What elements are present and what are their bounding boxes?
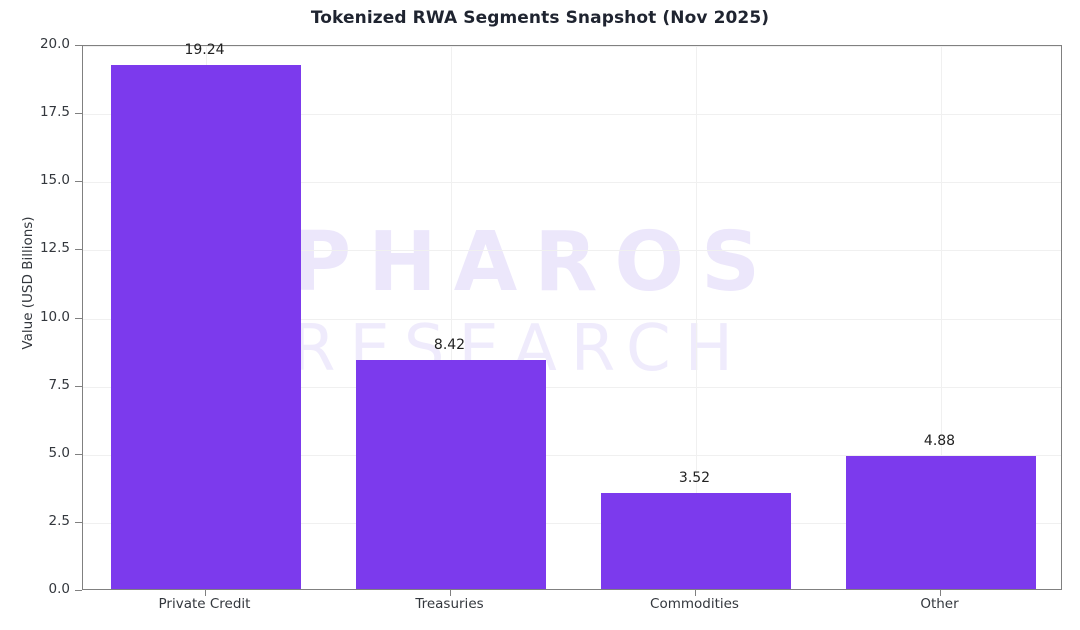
gridline-vertical	[695, 46, 697, 589]
y-tick-mark	[75, 521, 82, 523]
bar[interactable]	[110, 64, 301, 589]
y-tick-label: 0.0	[48, 581, 70, 597]
y-tick-label: 7.5	[48, 376, 70, 393]
x-tick-label: Commodities	[650, 596, 739, 612]
y-tick-label: 5.0	[48, 444, 70, 461]
gridline-vertical	[940, 46, 942, 589]
y-tick-mark	[75, 181, 82, 183]
x-tick-mark	[204, 590, 206, 596]
y-tick-label: 10.0	[39, 308, 70, 325]
x-tick-mark	[939, 590, 941, 596]
y-tick-mark	[75, 453, 82, 455]
y-tick-label: 20.0	[39, 36, 70, 52]
plot-area: PHAROS RESEARCH	[82, 45, 1062, 590]
y-axis-ticks: 0.0 2.5 5.0 7.5 10.0 12.5 15.0 17.5 20.0	[0, 0, 82, 630]
bar[interactable]	[600, 493, 791, 589]
bar-value-label: 19.24	[184, 41, 225, 58]
gridline-horizontal	[83, 454, 1061, 456]
x-tick-mark	[449, 590, 451, 596]
gridline-horizontal	[83, 318, 1061, 320]
y-tick-mark	[75, 249, 82, 251]
bar-value-label: 8.42	[433, 336, 466, 353]
bar-value-label: 3.52	[678, 470, 711, 487]
x-tick-label: Treasuries	[415, 596, 484, 612]
gridline-horizontal	[83, 386, 1061, 388]
gridline-horizontal	[83, 182, 1061, 184]
bar[interactable]	[845, 456, 1036, 589]
gridline-horizontal	[83, 522, 1061, 524]
y-tick-label: 15.0	[39, 172, 70, 189]
y-tick-mark	[75, 385, 82, 387]
y-tick-label: 2.5	[48, 512, 70, 529]
x-tick-label: Private Credit	[158, 596, 251, 612]
gridline-horizontal	[83, 46, 1061, 47]
y-tick-label: 17.5	[39, 104, 70, 121]
bar-value-label: 4.88	[923, 433, 956, 450]
bar[interactable]	[355, 359, 546, 589]
watermark-line-1: PHAROS	[291, 215, 778, 310]
chart-title: Tokenized RWA Segments Snapshot (Nov 202…	[310, 8, 770, 28]
y-tick-mark	[75, 317, 82, 319]
gridline-vertical	[450, 46, 452, 589]
y-tick-mark	[75, 113, 82, 115]
gridline-horizontal	[83, 250, 1061, 252]
y-tick-mark	[75, 45, 82, 46]
x-tick-label: Other	[920, 596, 959, 612]
gridline-horizontal	[83, 114, 1061, 116]
y-tick-label: 12.5	[39, 240, 70, 257]
y-tick-mark	[75, 590, 82, 591]
x-tick-mark	[694, 590, 696, 596]
